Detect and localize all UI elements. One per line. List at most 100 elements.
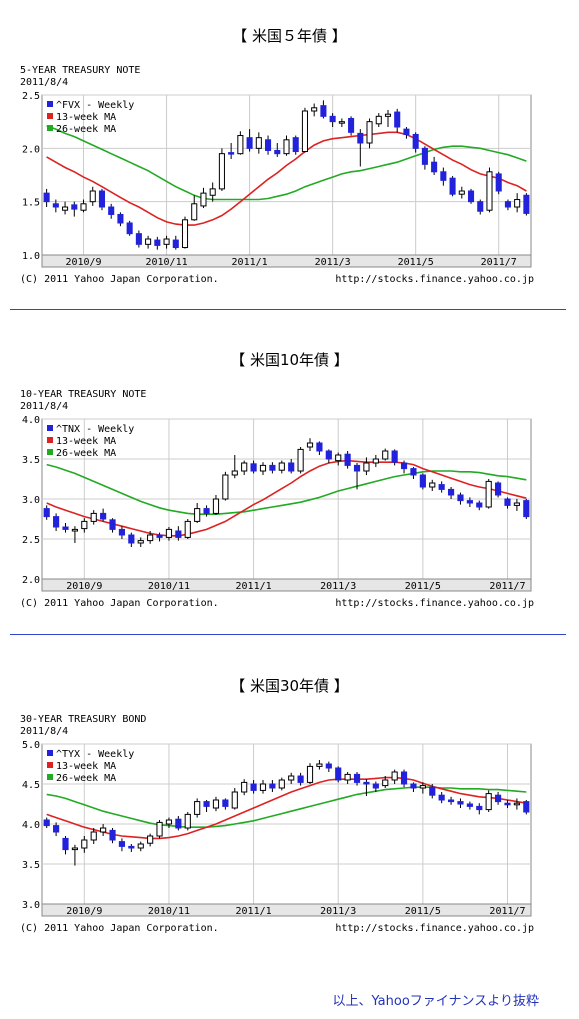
legend-label: 26-week MA (56, 773, 116, 784)
source-url: http://stocks.finance.yahoo.co.jp (335, 923, 534, 934)
candle-up (137, 843, 144, 849)
copyright-text: (C) 2011 Yahoo Japan Corporation. (20, 274, 219, 285)
chart-title: 5-YEAR TREASURY NOTE (20, 65, 140, 76)
candle-down (118, 528, 126, 536)
candle-down (250, 463, 257, 472)
legend-label: 26-week MA (56, 448, 116, 459)
candle-up (514, 199, 521, 208)
candle-up (200, 192, 207, 207)
ma13-line (46, 776, 527, 840)
candle-down (504, 802, 511, 806)
candle-down (421, 147, 428, 165)
candle-down (329, 115, 336, 123)
y-tick-label: 2.0 (22, 575, 40, 586)
candle-down (269, 783, 276, 789)
candle-down (344, 453, 351, 466)
candle-down (154, 239, 161, 246)
candle-up (278, 462, 285, 471)
x-tick-label: 2010/9 (65, 257, 101, 268)
y-tick-label: 2.0 (22, 144, 40, 155)
legend-swatch (47, 437, 53, 443)
candle-up (231, 470, 238, 476)
candle-up (194, 508, 201, 522)
candle-down (363, 781, 370, 785)
candle-down (250, 783, 257, 791)
candle-down (353, 773, 361, 783)
candle-down (292, 137, 299, 153)
candle-down (117, 213, 124, 224)
candle-down (495, 794, 502, 803)
candle-up (71, 847, 78, 851)
candle-up (184, 520, 191, 538)
legend-label: ^FVX - Weekly (56, 100, 134, 111)
x-tick-label: 2011/5 (405, 906, 441, 917)
candle-down (400, 462, 408, 470)
candle-up (306, 442, 314, 448)
candle-up (391, 771, 398, 781)
footer-note: 以上、Yahooファイナンスより抜粋 (332, 994, 539, 1009)
candle-down (109, 829, 116, 841)
candle-down (288, 462, 295, 472)
candle-up (237, 135, 244, 155)
x-tick-label: 2011/1 (232, 257, 268, 268)
candle-down (71, 204, 78, 210)
candle-down (135, 233, 142, 245)
candle-up (212, 799, 220, 809)
source-url: http://stocks.finance.yahoo.co.jp (335, 598, 534, 609)
ma13-line (46, 131, 527, 226)
copyright-text: (C) 2011 Yahoo Japan Corporation. (20, 923, 219, 934)
x-tick-label: 2011/3 (320, 581, 356, 592)
candle-down (172, 239, 179, 249)
candle-down (109, 519, 116, 530)
x-tick-label: 2010/9 (66, 581, 102, 592)
candle-up (338, 121, 345, 124)
candle-up (259, 783, 267, 791)
candle-down (466, 500, 473, 504)
candle-down (372, 783, 379, 789)
candle-down (353, 464, 361, 472)
candle-down (62, 526, 69, 530)
candle-up (212, 498, 220, 514)
y-tick-label: 3.5 (22, 455, 40, 466)
legend-label: 13-week MA (56, 761, 116, 772)
legend-swatch (47, 774, 53, 780)
candle-down (523, 500, 530, 518)
candle-up (259, 464, 267, 472)
candle-up (90, 512, 97, 522)
y-tick-label: 4.0 (22, 820, 40, 831)
legend-swatch (47, 425, 53, 431)
candle-up (419, 785, 426, 789)
candle-up (278, 779, 285, 789)
candle-up (513, 802, 520, 806)
candle-down (335, 767, 342, 781)
x-axis-band (41, 903, 532, 917)
chart-title: 30-YEAR TREASURY BOND (20, 714, 146, 725)
candle-down (410, 783, 417, 789)
x-tick-label: 2011/1 (236, 581, 272, 592)
legend-swatch (47, 750, 53, 756)
candle-down (466, 803, 473, 807)
candle-down (128, 845, 135, 849)
candle-up (181, 219, 189, 249)
x-tick-label: 2011/1 (236, 906, 272, 917)
x-tick-label: 2011/3 (320, 906, 356, 917)
candle-down (412, 133, 419, 149)
y-tick-label: 4.5 (22, 780, 40, 791)
candle-down (431, 161, 438, 173)
candle-up (301, 110, 308, 153)
x-tick-label: 2011/5 (405, 581, 441, 592)
legend-label: 13-week MA (56, 112, 116, 123)
candle-up (458, 190, 465, 195)
candle-up (81, 839, 88, 849)
y-tick-label: 3.0 (22, 495, 40, 506)
candle-down (265, 139, 272, 151)
ma26-line (46, 125, 527, 201)
candle-down (477, 201, 484, 212)
legend-swatch (47, 449, 53, 455)
legend-swatch (47, 125, 53, 131)
ma13-line (46, 459, 527, 537)
candle-up (191, 203, 198, 221)
candle-down (325, 450, 332, 460)
y-tick-label: 5.0 (22, 740, 40, 751)
